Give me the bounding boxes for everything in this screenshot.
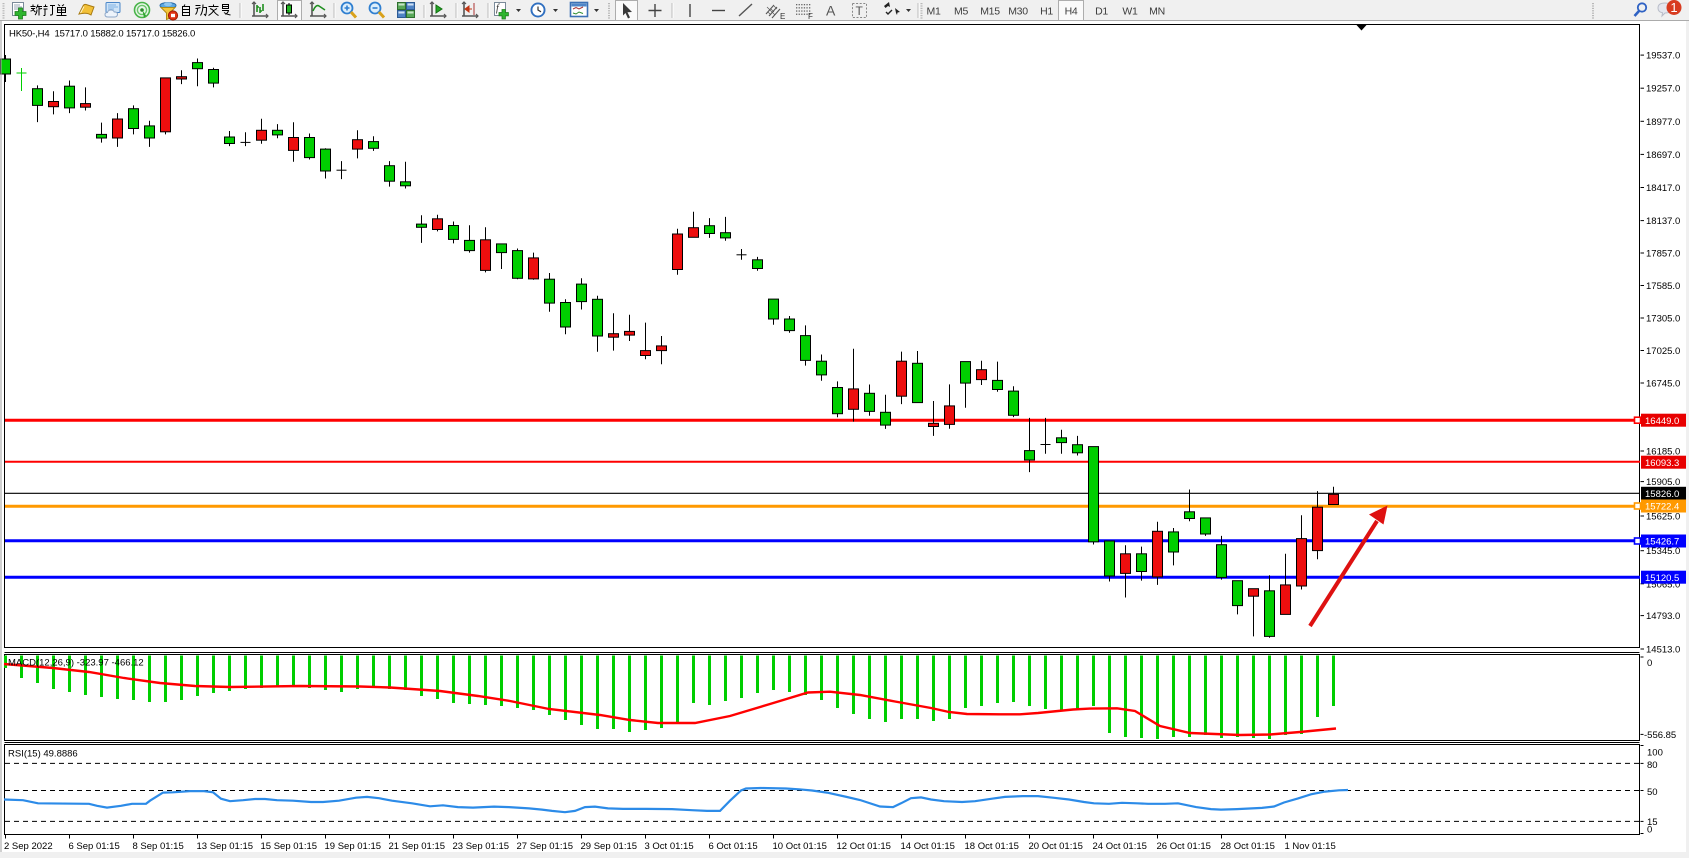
- svg-text:M30: M30: [1008, 6, 1028, 18]
- svg-text:15065.0: 15065.0: [1646, 579, 1680, 590]
- svg-text:100: 100: [1647, 748, 1663, 759]
- svg-text:20 Oct 01:15: 20 Oct 01:15: [1029, 841, 1083, 852]
- svg-text:13 Sep 01:15: 13 Sep 01:15: [197, 841, 254, 852]
- svg-text:10 Oct 01:15: 10 Oct 01:15: [773, 841, 827, 852]
- svg-text:15: 15: [1647, 817, 1658, 828]
- svg-text:3 Oct 01:15: 3 Oct 01:15: [645, 841, 694, 852]
- svg-text:16745.0: 16745.0: [1646, 379, 1680, 390]
- svg-text:T: T: [856, 4, 864, 18]
- svg-text:A: A: [826, 3, 836, 19]
- svg-text:17305.0: 17305.0: [1646, 314, 1680, 325]
- svg-text:27 Sep 01:15: 27 Sep 01:15: [517, 841, 574, 852]
- svg-text:RSI(15) 49.8886: RSI(15) 49.8886: [8, 749, 78, 760]
- svg-text:1 Nov 01:15: 1 Nov 01:15: [1285, 841, 1336, 852]
- svg-text:M1: M1: [927, 6, 941, 18]
- svg-text:15722.4: 15722.4: [1645, 502, 1679, 513]
- svg-text:15 Sep 01:15: 15 Sep 01:15: [261, 841, 318, 852]
- svg-text:28 Oct 01:15: 28 Oct 01:15: [1221, 841, 1275, 852]
- svg-text:6 Oct 01:15: 6 Oct 01:15: [709, 841, 758, 852]
- svg-text:0: 0: [1647, 825, 1652, 836]
- svg-text:15426.7: 15426.7: [1645, 537, 1679, 548]
- svg-text:15345.0: 15345.0: [1646, 546, 1680, 557]
- svg-text:1: 1: [1670, 0, 1677, 15]
- svg-text:8 Sep 01:15: 8 Sep 01:15: [133, 841, 184, 852]
- svg-text:HK50-,H4 15717.0 15882.0 1571: HK50-,H4 15717.0 15882.0 15717.0 15826.0: [9, 29, 195, 40]
- svg-text:H1: H1: [1040, 6, 1053, 18]
- svg-text:26 Oct 01:15: 26 Oct 01:15: [1157, 841, 1211, 852]
- svg-text:15625.0: 15625.0: [1646, 512, 1680, 523]
- svg-text:17585.0: 17585.0: [1646, 281, 1680, 292]
- svg-text:M15: M15: [980, 6, 1000, 18]
- svg-text:15120.5: 15120.5: [1645, 573, 1679, 584]
- svg-text:16449.0: 16449.0: [1645, 416, 1679, 427]
- svg-text:-556.85: -556.85: [1644, 730, 1676, 741]
- svg-text:18137.0: 18137.0: [1646, 216, 1680, 227]
- svg-text:17025.0: 17025.0: [1646, 346, 1680, 357]
- svg-text:E: E: [780, 12, 785, 21]
- svg-text:18 Oct 01:15: 18 Oct 01:15: [965, 841, 1019, 852]
- svg-text:80: 80: [1647, 760, 1658, 771]
- svg-text:14793.0: 14793.0: [1646, 611, 1680, 622]
- svg-text:18417.0: 18417.0: [1646, 183, 1680, 194]
- svg-text:19537.0: 19537.0: [1646, 51, 1680, 62]
- svg-text:2 Sep 2022: 2 Sep 2022: [4, 841, 53, 852]
- svg-text:D1: D1: [1095, 6, 1108, 18]
- svg-text:W1: W1: [1122, 6, 1138, 18]
- svg-text:29 Sep 01:15: 29 Sep 01:15: [581, 841, 638, 852]
- svg-text:19 Sep 01:15: 19 Sep 01:15: [325, 841, 382, 852]
- svg-text:M5: M5: [954, 6, 968, 18]
- svg-text:12 Oct 01:15: 12 Oct 01:15: [837, 841, 891, 852]
- svg-text:23 Sep 01:15: 23 Sep 01:15: [453, 841, 510, 852]
- svg-text:17857.0: 17857.0: [1646, 249, 1680, 260]
- svg-text:16093.3: 16093.3: [1645, 458, 1679, 469]
- svg-text:15905.0: 15905.0: [1646, 477, 1680, 488]
- svg-text:14 Oct 01:15: 14 Oct 01:15: [901, 841, 955, 852]
- svg-text:MN: MN: [1149, 6, 1165, 18]
- svg-text:MACD(12,26,9) -323.97 -466.12: MACD(12,26,9) -323.97 -466.12: [8, 658, 144, 669]
- svg-text:16185.0: 16185.0: [1646, 447, 1680, 458]
- svg-text:19257.0: 19257.0: [1646, 84, 1680, 95]
- svg-text:H4: H4: [1065, 6, 1078, 18]
- svg-text:0: 0: [1647, 658, 1652, 669]
- svg-text:24 Oct 01:15: 24 Oct 01:15: [1093, 841, 1147, 852]
- svg-text:15826.0: 15826.0: [1645, 489, 1679, 500]
- svg-text:f: f: [496, 3, 500, 14]
- svg-text:21 Sep 01:15: 21 Sep 01:15: [389, 841, 446, 852]
- svg-text:18697.0: 18697.0: [1646, 150, 1680, 161]
- svg-text:18977.0: 18977.0: [1646, 117, 1680, 128]
- svg-text:F: F: [808, 12, 813, 21]
- svg-text:6 Sep 01:15: 6 Sep 01:15: [69, 841, 120, 852]
- svg-text:50: 50: [1647, 787, 1658, 798]
- svg-text:14513.0: 14513.0: [1646, 645, 1680, 656]
